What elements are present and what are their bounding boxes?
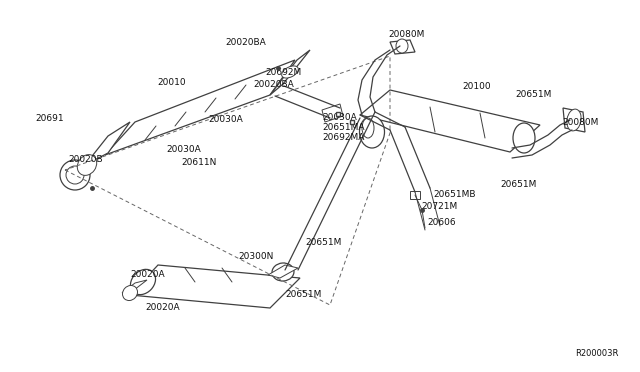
Ellipse shape: [396, 39, 408, 53]
Polygon shape: [122, 280, 147, 293]
Polygon shape: [268, 265, 298, 278]
Text: 20692M: 20692M: [265, 68, 301, 77]
Text: 20030A: 20030A: [208, 115, 243, 124]
Text: 20020A: 20020A: [130, 270, 164, 279]
Text: 20691: 20691: [35, 114, 63, 123]
Text: 20020A: 20020A: [145, 303, 180, 312]
Polygon shape: [105, 60, 295, 155]
Text: 20721M: 20721M: [421, 202, 457, 211]
Ellipse shape: [131, 269, 156, 295]
Text: 20020BA: 20020BA: [225, 38, 266, 47]
Text: 20080M: 20080M: [562, 118, 598, 127]
Polygon shape: [410, 191, 420, 199]
Text: 20692MA: 20692MA: [322, 133, 364, 142]
Text: 20030A: 20030A: [166, 145, 201, 154]
Ellipse shape: [360, 116, 385, 148]
Text: 20030A: 20030A: [322, 113, 356, 122]
Polygon shape: [85, 122, 130, 165]
Text: 20651M: 20651M: [515, 90, 552, 99]
Text: 20651MA: 20651MA: [322, 123, 365, 132]
Ellipse shape: [362, 118, 374, 138]
Ellipse shape: [66, 166, 84, 184]
Text: 20611N: 20611N: [181, 158, 216, 167]
Text: 20080M: 20080M: [388, 30, 424, 39]
Polygon shape: [390, 40, 415, 54]
Text: 20651M: 20651M: [305, 238, 341, 247]
Text: 20300N: 20300N: [238, 252, 273, 261]
Text: 20020B: 20020B: [68, 155, 102, 164]
Ellipse shape: [272, 263, 294, 281]
Text: R200003R: R200003R: [575, 349, 618, 358]
Text: 20651M: 20651M: [285, 290, 321, 299]
Polygon shape: [130, 265, 300, 308]
Text: 20020BA: 20020BA: [253, 80, 294, 89]
Text: 20606: 20606: [427, 218, 456, 227]
Polygon shape: [360, 90, 540, 152]
Polygon shape: [322, 104, 343, 122]
Text: 20651MB: 20651MB: [433, 190, 476, 199]
Ellipse shape: [567, 109, 581, 131]
Text: 20100: 20100: [462, 82, 491, 91]
Ellipse shape: [60, 160, 90, 190]
Polygon shape: [270, 50, 310, 95]
Text: 20651M: 20651M: [500, 180, 536, 189]
Ellipse shape: [513, 123, 535, 153]
Polygon shape: [563, 108, 585, 132]
Ellipse shape: [77, 155, 97, 175]
Ellipse shape: [122, 285, 138, 301]
Ellipse shape: [282, 66, 298, 78]
Text: 20010: 20010: [157, 78, 186, 87]
